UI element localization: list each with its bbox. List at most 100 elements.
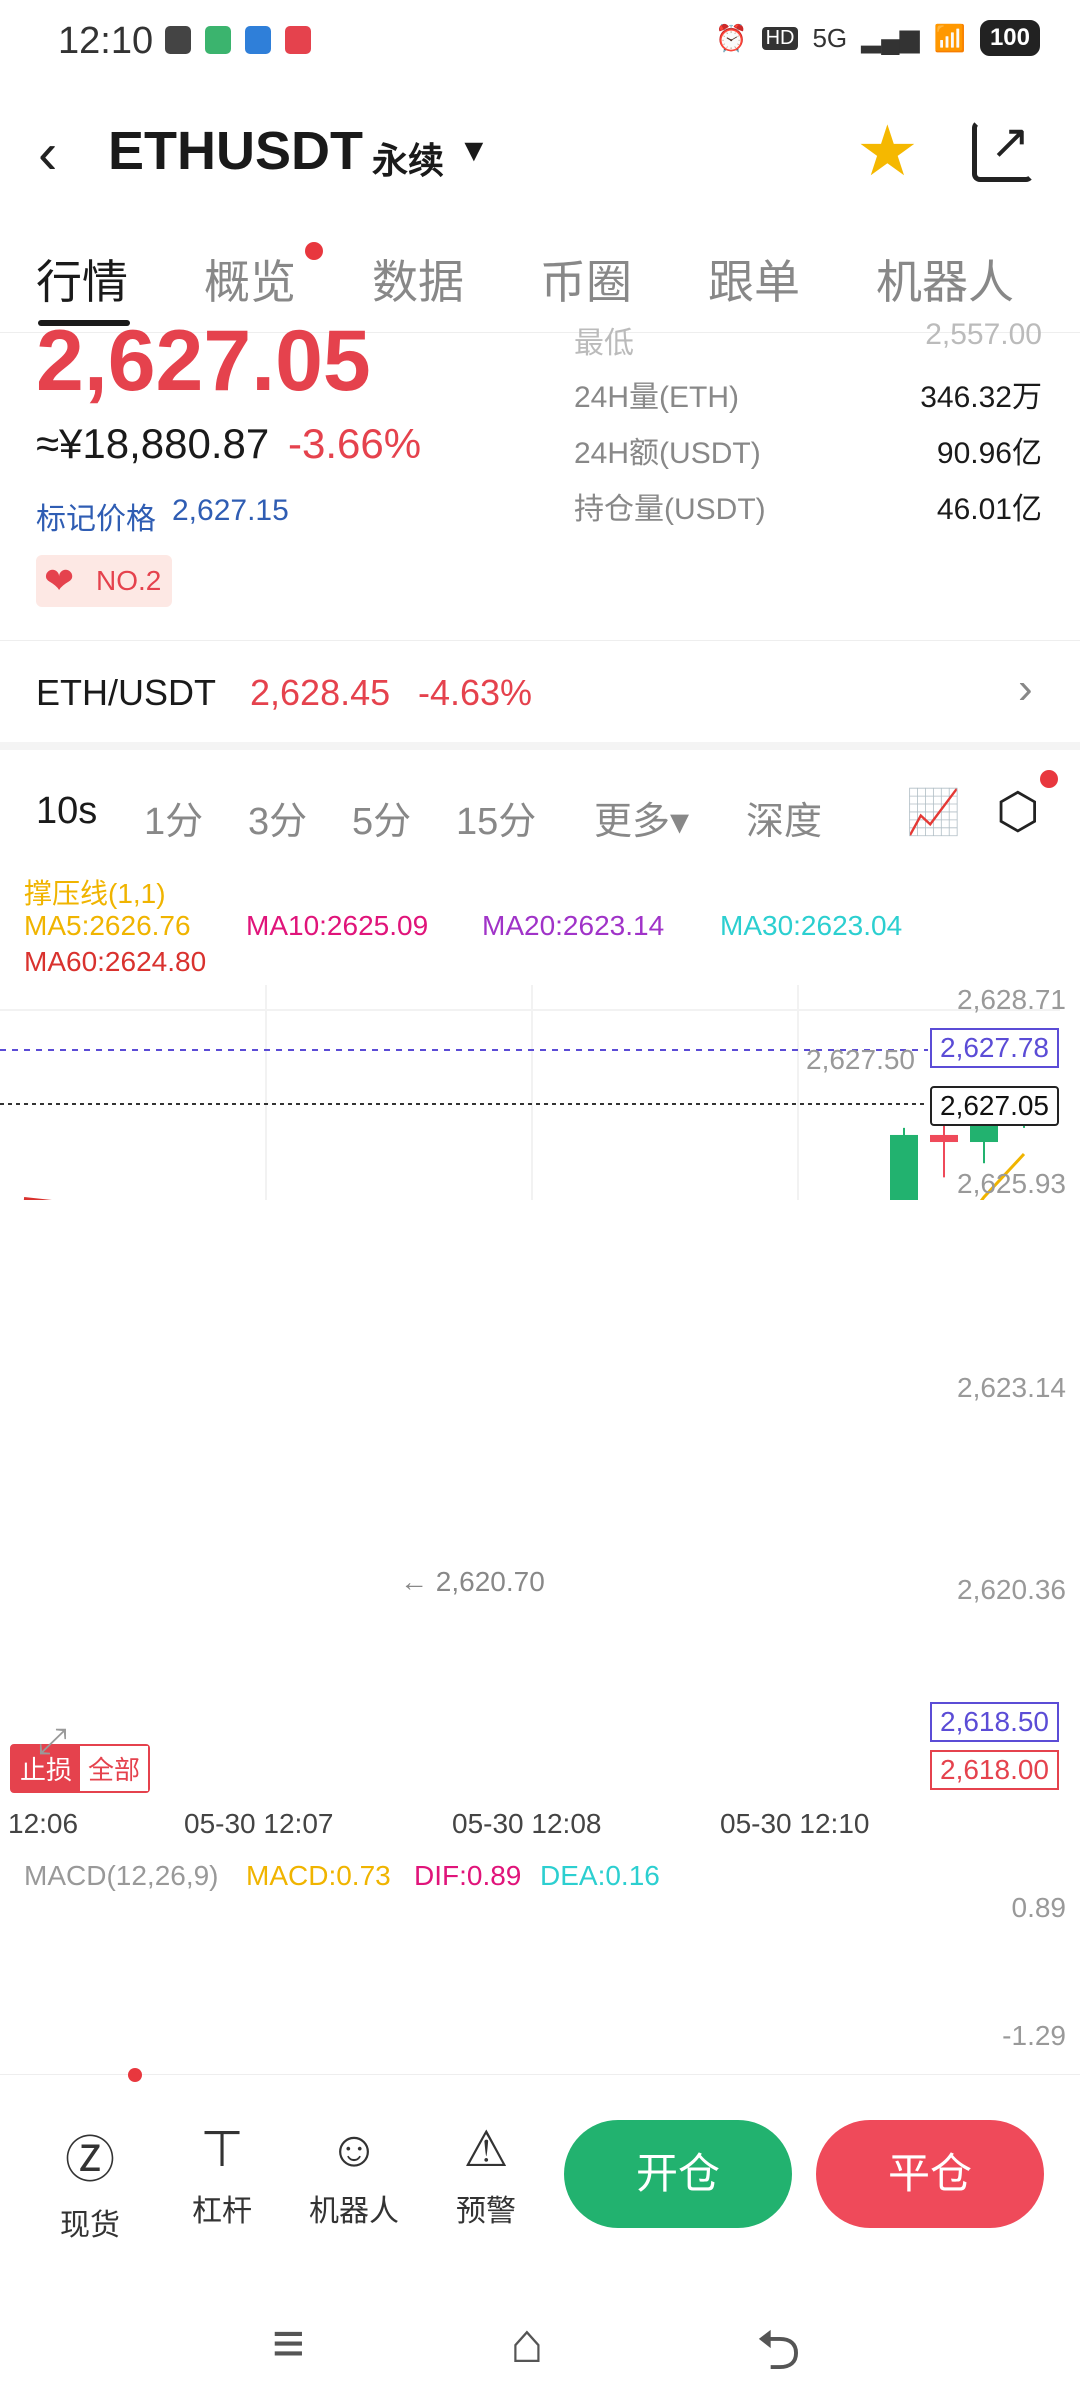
app-icon — [245, 26, 271, 54]
tab-community[interactable]: 币圈 — [540, 256, 632, 308]
last-price: 2,627.05 — [36, 313, 371, 409]
resistance-price-label: 2,627.78 — [930, 1028, 1059, 1068]
stop-line-price: 2,618.50 — [930, 1702, 1059, 1742]
ma5-legend: MA5:2626.76 — [24, 910, 191, 941]
nav-label: 杠杆 — [192, 2195, 252, 2228]
back-nav-icon[interactable]: ⮌ — [756, 2318, 801, 2381]
time-label: 05-30 12:10 — [720, 1808, 870, 1839]
alarm-icon: ⏰ — [715, 22, 748, 53]
share-icon[interactable] — [972, 120, 1034, 182]
price-tick: 2,620.36 — [957, 1574, 1066, 1605]
interval-5m[interactable]: 5分 — [352, 801, 412, 843]
ma20-legend: MA20:2623.14 — [482, 910, 665, 941]
interval-10s[interactable]: 10s — [36, 790, 98, 832]
main-tabs: 行情 概览 数据 币圈 跟单 机器人 — [0, 232, 1080, 333]
favorite-star-icon[interactable]: ★ — [856, 112, 919, 190]
tab-data[interactable]: 数据 — [372, 256, 464, 308]
nav-label: 机器人 — [309, 2195, 399, 2228]
menu-icon[interactable]: ≡ — [272, 2311, 305, 2374]
spot-pair-name: ETH/USDT — [36, 672, 216, 713]
ma60-line — [23, 1197, 52, 1200]
stat-label: 24H量(ETH) — [574, 381, 740, 414]
stat-value: 46.01亿 — [936, 493, 1042, 526]
leverage-icon: ⊤ — [200, 2121, 244, 2177]
stat-label: 24H额(USDT) — [574, 437, 761, 470]
divider — [0, 2074, 1080, 2075]
notification-dot — [1040, 770, 1058, 788]
status-bar: 12:10 ⏰ HD 5G ▂▄▆ 📶 100 — [0, 0, 1080, 80]
network-label: 5G — [812, 22, 848, 53]
stat-value: 90.96亿 — [936, 437, 1042, 470]
price-tick: 2,623.14 — [957, 1372, 1066, 1403]
tab-copy-trade[interactable]: 跟单 — [708, 256, 800, 308]
contract-type[interactable]: 永续 — [372, 140, 445, 181]
nav-robot[interactable]: ☺ 机器人 — [304, 2120, 404, 2230]
app-icon — [205, 26, 231, 54]
dea-value: DEA:0.16 — [540, 1860, 660, 1891]
nav-alert[interactable]: ⚠ 预警 — [436, 2120, 536, 2230]
interval-more[interactable]: 更多▾ — [594, 801, 690, 843]
depth-tab[interactable]: 深度 — [746, 801, 823, 843]
dif-value: DIF:0.89 — [414, 1860, 522, 1891]
mark-price-value: 2,627.15 — [172, 494, 289, 527]
symbol-title[interactable]: ETHUSDT — [108, 121, 363, 181]
macd-title[interactable]: MACD(12,26,9) — [24, 1860, 219, 1891]
nav-label: 现货 — [60, 2209, 120, 2242]
time-label: 12:06 — [8, 1808, 79, 1839]
battery-level: 100 — [979, 20, 1040, 56]
mark-price-label: 标记价格 — [36, 503, 156, 536]
settings-hex-icon[interactable]: ⬡ — [996, 783, 1040, 839]
interval-15m[interactable]: 15分 — [456, 801, 537, 843]
nav-spot[interactable]: Ⓩ 现货 — [40, 2120, 140, 2244]
stat-label: 持仓量(USDT) — [574, 493, 766, 526]
alert-icon: ⚠ — [463, 2121, 509, 2177]
check-icon — [165, 26, 191, 54]
rank-badge[interactable]: NO.2 — [36, 555, 172, 607]
candle-body — [930, 1134, 958, 1143]
nav-label: 预警 — [456, 2195, 516, 2228]
nav-leverage[interactable]: ⊤ 杠杆 — [172, 2120, 272, 2230]
high-marker: 2,627.50 — [806, 1044, 915, 1075]
price-change: -3.66% — [288, 420, 422, 467]
tab-market[interactable]: 行情 — [36, 256, 128, 308]
status-indicators: ⏰ HD 5G ▂▄▆ 📶 100 — [715, 20, 1040, 56]
stop-loss-tag[interactable]: 止损 全部 — [10, 1744, 151, 1793]
spot-pair-change: -4.63% — [418, 672, 533, 713]
share-arrow-icon: ↗ — [990, 116, 1031, 169]
low-marker: ← 2,620.70 — [400, 1566, 545, 1597]
header: ‹ ETHUSDT 永续 ▼ ★ ↗ — [0, 100, 1080, 200]
chevron-down-icon[interactable]: ▼ — [458, 132, 490, 168]
ma10-legend: MA10:2625.09 — [246, 910, 429, 941]
price-tick: 2,628.71 — [957, 984, 1066, 1015]
price-tick: 2,625.93 — [957, 1168, 1066, 1199]
interval-3m[interactable]: 3分 — [248, 801, 308, 843]
open-position-button[interactable]: 开仓 — [564, 2120, 792, 2228]
divider — [0, 640, 1080, 641]
expand-icon[interactable]: ⤢ — [38, 1720, 67, 1761]
back-icon[interactable]: ‹ — [38, 121, 58, 186]
hd-label: HD — [761, 26, 799, 50]
tab-overview[interactable]: 概览 — [204, 256, 296, 308]
stat-label: 最低 — [574, 327, 634, 360]
stat-value: 346.32万 — [920, 381, 1042, 414]
cny-price: ≈¥18,880.87 — [36, 420, 270, 467]
candle-body — [890, 1134, 918, 1200]
close-position-button[interactable]: 平仓 — [816, 2120, 1044, 2228]
home-icon[interactable]: ⌂ — [510, 2311, 544, 2374]
system-nav-bar: ≡ ⌂ ⮌ — [0, 2290, 1080, 2400]
chevron-right-icon[interactable]: › — [1018, 664, 1033, 713]
time-label: 05-30 12:08 — [452, 1808, 602, 1839]
support-line-legend[interactable]: 撑压线(1,1) — [24, 878, 166, 909]
wifi-icon: 📶 — [933, 22, 966, 53]
interval-1m[interactable]: 1分 — [144, 801, 204, 843]
macd-value: MACD:0.73 — [246, 1860, 391, 1891]
heart-icon: ❤ — [44, 560, 75, 601]
all-label: 全部 — [80, 1746, 149, 1791]
indicator-chart-icon[interactable]: 📈 — [906, 788, 961, 837]
time-label: 05-30 12:07 — [184, 1808, 334, 1839]
tab-bots[interactable]: 机器人 — [876, 256, 1014, 308]
ma5-line — [979, 1153, 1026, 1200]
notification-dot — [128, 2068, 142, 2082]
app-icon — [285, 26, 311, 54]
spot-pair-price: 2,628.45 — [250, 672, 391, 713]
